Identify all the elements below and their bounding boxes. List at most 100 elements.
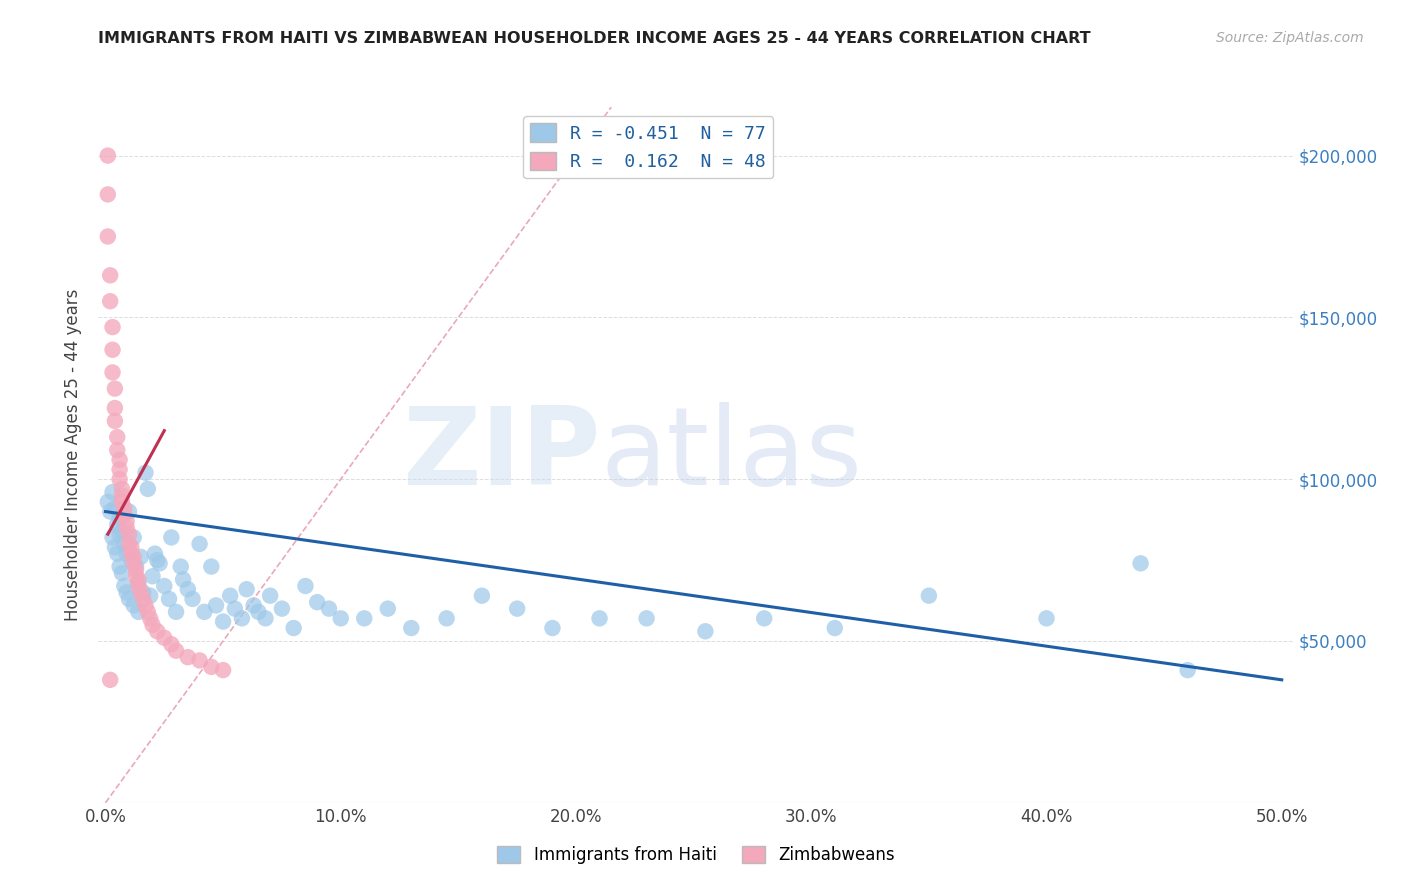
Text: ZIP: ZIP bbox=[402, 402, 600, 508]
Point bbox=[212, 663, 235, 677]
Point bbox=[181, 591, 204, 606]
Point bbox=[111, 488, 134, 502]
Point bbox=[824, 621, 846, 635]
Point bbox=[205, 599, 228, 613]
Point bbox=[377, 601, 399, 615]
Point bbox=[101, 531, 124, 545]
Point bbox=[122, 599, 145, 613]
Point bbox=[134, 466, 156, 480]
Point bbox=[108, 462, 131, 476]
Point bbox=[141, 569, 163, 583]
Point bbox=[127, 573, 149, 587]
Point bbox=[146, 624, 169, 639]
Point bbox=[125, 569, 148, 583]
Point bbox=[283, 621, 305, 635]
Point bbox=[98, 294, 121, 309]
Point bbox=[118, 537, 141, 551]
Point bbox=[122, 531, 145, 545]
Point bbox=[153, 631, 176, 645]
Text: atlas: atlas bbox=[600, 402, 862, 508]
Point bbox=[97, 187, 120, 202]
Point bbox=[132, 591, 155, 606]
Point bbox=[193, 605, 215, 619]
Point bbox=[108, 559, 131, 574]
Text: IMMIGRANTS FROM HAITI VS ZIMBABWEAN HOUSEHOLDER INCOME AGES 25 - 44 YEARS CORREL: IMMIGRANTS FROM HAITI VS ZIMBABWEAN HOUS… bbox=[98, 31, 1091, 46]
Point bbox=[127, 575, 149, 590]
Point bbox=[1177, 663, 1199, 677]
Point bbox=[108, 452, 131, 467]
Point bbox=[118, 527, 141, 541]
Point bbox=[1129, 557, 1152, 571]
Point bbox=[97, 495, 120, 509]
Point bbox=[139, 611, 162, 625]
Point bbox=[125, 563, 148, 577]
Point bbox=[134, 599, 156, 613]
Point bbox=[120, 540, 142, 554]
Point bbox=[111, 524, 134, 538]
Point bbox=[132, 585, 155, 599]
Point bbox=[231, 611, 253, 625]
Point bbox=[118, 591, 141, 606]
Point bbox=[127, 605, 149, 619]
Point bbox=[122, 557, 145, 571]
Point bbox=[129, 549, 152, 564]
Point bbox=[127, 579, 149, 593]
Point bbox=[112, 508, 135, 522]
Point bbox=[143, 547, 166, 561]
Point bbox=[104, 501, 127, 516]
Point bbox=[111, 482, 134, 496]
Point bbox=[307, 595, 329, 609]
Point bbox=[101, 365, 124, 379]
Point bbox=[112, 537, 135, 551]
Point bbox=[200, 559, 222, 574]
Point bbox=[129, 585, 152, 599]
Point bbox=[636, 611, 658, 625]
Point bbox=[101, 343, 124, 357]
Point bbox=[212, 615, 235, 629]
Point bbox=[111, 566, 134, 580]
Point bbox=[188, 537, 211, 551]
Point bbox=[541, 621, 564, 635]
Point bbox=[200, 660, 222, 674]
Point bbox=[259, 589, 281, 603]
Point bbox=[104, 414, 127, 428]
Point bbox=[101, 320, 124, 334]
Point bbox=[695, 624, 717, 639]
Point bbox=[105, 547, 128, 561]
Point bbox=[101, 485, 124, 500]
Point bbox=[170, 559, 193, 574]
Point bbox=[115, 585, 138, 599]
Point bbox=[219, 589, 242, 603]
Point bbox=[120, 553, 142, 567]
Point bbox=[108, 511, 131, 525]
Point bbox=[97, 148, 120, 162]
Point bbox=[588, 611, 610, 625]
Point bbox=[177, 582, 200, 597]
Point bbox=[318, 601, 340, 615]
Text: Source: ZipAtlas.com: Source: ZipAtlas.com bbox=[1216, 31, 1364, 45]
Point bbox=[242, 599, 264, 613]
Point bbox=[401, 621, 423, 635]
Point bbox=[149, 557, 172, 571]
Point bbox=[177, 650, 200, 665]
Point bbox=[105, 443, 128, 458]
Point bbox=[157, 591, 180, 606]
Point bbox=[136, 605, 159, 619]
Point bbox=[115, 547, 138, 561]
Point bbox=[271, 601, 294, 615]
Point bbox=[247, 605, 270, 619]
Legend: Immigrants from Haiti, Zimbabweans: Immigrants from Haiti, Zimbabweans bbox=[491, 839, 901, 871]
Point bbox=[224, 601, 246, 615]
Point bbox=[122, 549, 145, 564]
Point bbox=[112, 501, 135, 516]
Point bbox=[120, 547, 142, 561]
Point bbox=[160, 637, 183, 651]
Point bbox=[146, 553, 169, 567]
Point bbox=[329, 611, 352, 625]
Point bbox=[165, 643, 187, 657]
Point bbox=[160, 531, 183, 545]
Point bbox=[172, 573, 194, 587]
Point bbox=[754, 611, 776, 625]
Point bbox=[118, 504, 141, 518]
Point bbox=[105, 517, 128, 532]
